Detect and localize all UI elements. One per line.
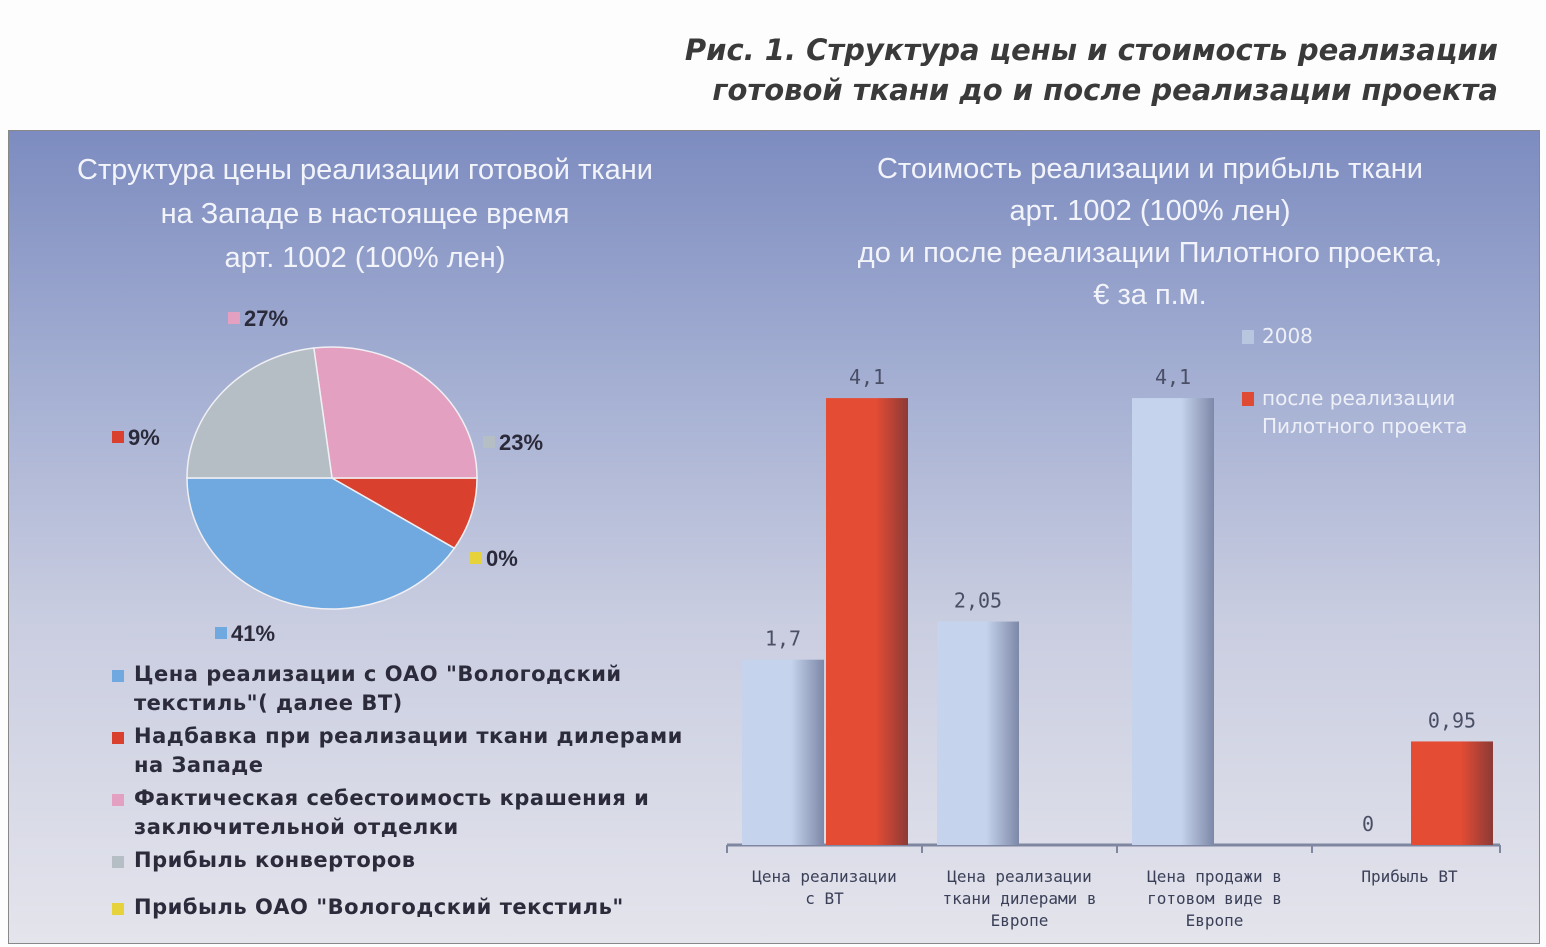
pie-legend-item: Прибыль конверторов — [112, 846, 712, 875]
bar-legend-item: после реализации Пилотного проекта — [1240, 384, 1467, 440]
pie-legend-item: Цена реализации с ОАО "Вологодский текст… — [112, 660, 712, 718]
x-tick-label: готовом виде в — [1147, 889, 1282, 908]
pie-legend-item: Прибыль ОАО "Вологодский текстиль" — [112, 893, 712, 922]
pie-legend: Цена реализации с ОАО "Вологодский текст… — [112, 660, 712, 926]
pie-label-swatch — [112, 431, 124, 443]
pie-label-swatch — [215, 627, 227, 639]
legend-label: Пилотного проекта — [1262, 414, 1468, 438]
x-tick-label: Европе — [991, 911, 1049, 930]
bar-legend-item: 2008 — [1240, 322, 1467, 350]
bar-data-label: 0 — [1362, 812, 1374, 836]
pie-slice — [329, 477, 478, 550]
bar-chart-title: Стоимость реализации и прибыль ткани арт… — [857, 153, 1443, 311]
pie-label-swatch — [470, 552, 482, 564]
pie-slice — [186, 347, 333, 479]
bar-data-label: 0,95 — [1428, 708, 1476, 732]
pie-data-label: 27% — [244, 306, 288, 331]
bar-2008 — [937, 621, 1019, 845]
bar-data-label: 2,05 — [954, 589, 1002, 613]
pie-data-label: 9% — [128, 425, 160, 450]
figure-title: Рис. 1. Структура цены и стоимость реали… — [684, 33, 1498, 107]
pie-data-label: 0% — [486, 546, 518, 571]
bar-2008 — [1132, 398, 1214, 845]
pie-slice — [186, 477, 456, 610]
x-tick-label: Цена реализации — [947, 867, 1092, 886]
x-tick-label: ткани дилерами в — [942, 889, 1096, 908]
legend-swatch — [112, 732, 124, 744]
x-tick-label: Цена продажи в — [1147, 867, 1282, 886]
x-tick-label: с ВТ — [805, 889, 844, 908]
pie-label-swatch — [228, 312, 240, 324]
bar-data-label: 1,7 — [765, 627, 801, 651]
x-tick-label: Прибыль ВТ — [1361, 867, 1458, 886]
x-tick-label: Европе — [1186, 911, 1244, 930]
legend-swatch — [112, 903, 124, 915]
legend-label: 2008 — [1262, 324, 1313, 348]
x-tick-label: Цена реализации — [752, 867, 897, 886]
pie-legend-item: Надбавка при реализации ткани дилерами н… — [112, 722, 712, 780]
pie-chart-title: Структура цены реализации готовой ткани … — [77, 154, 653, 274]
legend-label: Прибыль ОАО "Вологодский текстиль" — [134, 895, 624, 919]
legend-swatch — [1242, 392, 1254, 406]
legend-label: Цена реализации с ОАО "Вологодский текст… — [134, 662, 622, 715]
legend-label: Надбавка при реализации ткани дилерами н… — [134, 724, 683, 777]
bar-after-project — [826, 398, 908, 845]
pie-legend-item: Фактическая себестоимость крашения и зак… — [112, 784, 712, 842]
pie-data-label: 41% — [231, 621, 275, 646]
legend-label: Фактическая себестоимость крашения и зак… — [134, 786, 650, 839]
bar-data-label: 4,1 — [849, 365, 885, 389]
bar-legend: 2008 после реализации Пилотного проекта — [1240, 322, 1467, 440]
pie-data-label: 23% — [499, 430, 543, 455]
pie-label-swatch — [483, 436, 495, 448]
legend-label: Прибыль конверторов — [134, 848, 416, 872]
legend-swatch — [1242, 330, 1254, 344]
legend-swatch — [112, 670, 124, 682]
pie-slice — [312, 346, 478, 479]
bar-2008 — [742, 659, 824, 845]
legend-swatch — [112, 856, 124, 868]
bar-after-project — [1411, 741, 1493, 845]
bar-data-label: 4,1 — [1155, 365, 1191, 389]
legend-swatch — [112, 794, 124, 806]
legend-label: после реализации — [1262, 386, 1456, 410]
